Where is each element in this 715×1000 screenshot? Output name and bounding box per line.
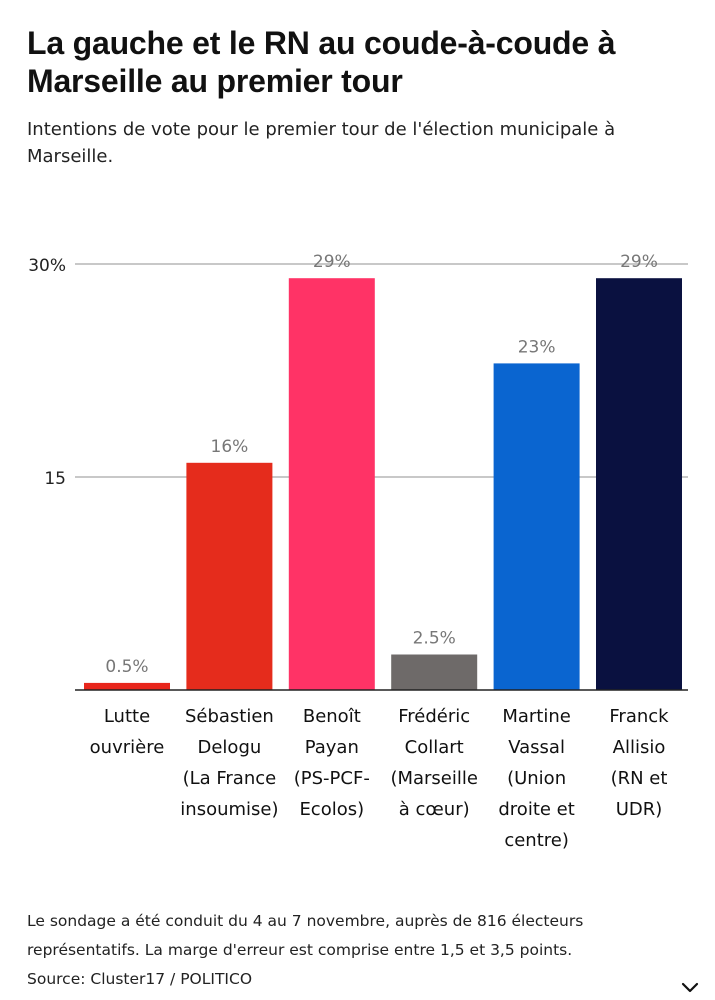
bar-5 — [596, 278, 682, 690]
category-label-1-line-1: Delogu — [198, 737, 262, 758]
data-label-2: 29% — [313, 252, 351, 272]
bar-3 — [391, 654, 478, 690]
chart-footer: Le sondage a été conduit du 4 au 7 novem… — [27, 907, 687, 994]
bar-1 — [186, 462, 273, 690]
category-label-1-line-2: (La France — [183, 768, 277, 789]
data-label-4: 23% — [518, 337, 556, 357]
category-label-5-line-3: UDR) — [616, 799, 663, 820]
category-label-2-line-2: (PS-PCF- — [294, 768, 370, 789]
category-label-3-line-3: à cœur) — [399, 799, 470, 820]
chevron-down-icon[interactable] — [680, 978, 700, 998]
category-label-4-line-4: centre) — [504, 830, 569, 851]
bar-0 — [84, 682, 170, 690]
category-label-1-line-3: insoumise) — [180, 799, 278, 820]
y-tick-label-15: 15 — [44, 469, 66, 489]
chart-subtitle: Intentions de vote pour le premier tour … — [27, 119, 616, 167]
category-label-5-line-2: (RN et — [611, 768, 668, 789]
y-tick-label-30: 30% — [28, 256, 66, 276]
bar-chart: 15 30% 0.5% Lutte ouvrière 16% Sébastien Delogu… — [28, 252, 688, 851]
data-label-3: 2.5% — [413, 629, 456, 649]
category-label-4-line-3: droite et — [498, 799, 574, 820]
data-label-0: 0.5% — [105, 657, 148, 677]
methodology-note-line-2: représentatifs. La marge d'erreur est co… — [27, 941, 573, 959]
category-label-5-line-0: Franck — [609, 706, 669, 727]
category-label-3-line-1: Collart — [405, 737, 464, 758]
category-label-4-line-0: Martine — [502, 706, 571, 727]
category-label-0-line-0: Lutte — [104, 706, 150, 727]
methodology-note-line-1: Le sondage a été conduit du 4 au 7 novem… — [27, 912, 584, 930]
category-label-2-line-0: Benoît — [303, 706, 361, 727]
category-label-5-line-1: Allisio — [613, 737, 666, 758]
category-label-2-line-1: Payan — [305, 737, 359, 758]
category-label-4-line-1: Vassal — [508, 737, 565, 758]
bar-2 — [288, 278, 375, 690]
category-label-3-line-0: Frédéric — [398, 706, 470, 727]
data-label-5: 29% — [620, 252, 658, 272]
category-label-0-line-1: ouvrière — [90, 737, 165, 758]
data-label-1: 16% — [211, 437, 249, 457]
category-label-4-line-2: (Union — [507, 768, 566, 789]
source-note: Source: Cluster17 / POLITICO — [27, 970, 253, 988]
category-label-1-line-0: Sébastien — [185, 706, 274, 727]
category-label-3-line-2: (Marseille — [390, 768, 478, 789]
bar-4 — [493, 363, 580, 690]
category-label-2-line-3: Ecolos) — [299, 799, 364, 820]
chart-title: La gauche et le RN au coude-à-coude à Ma… — [27, 25, 616, 99]
